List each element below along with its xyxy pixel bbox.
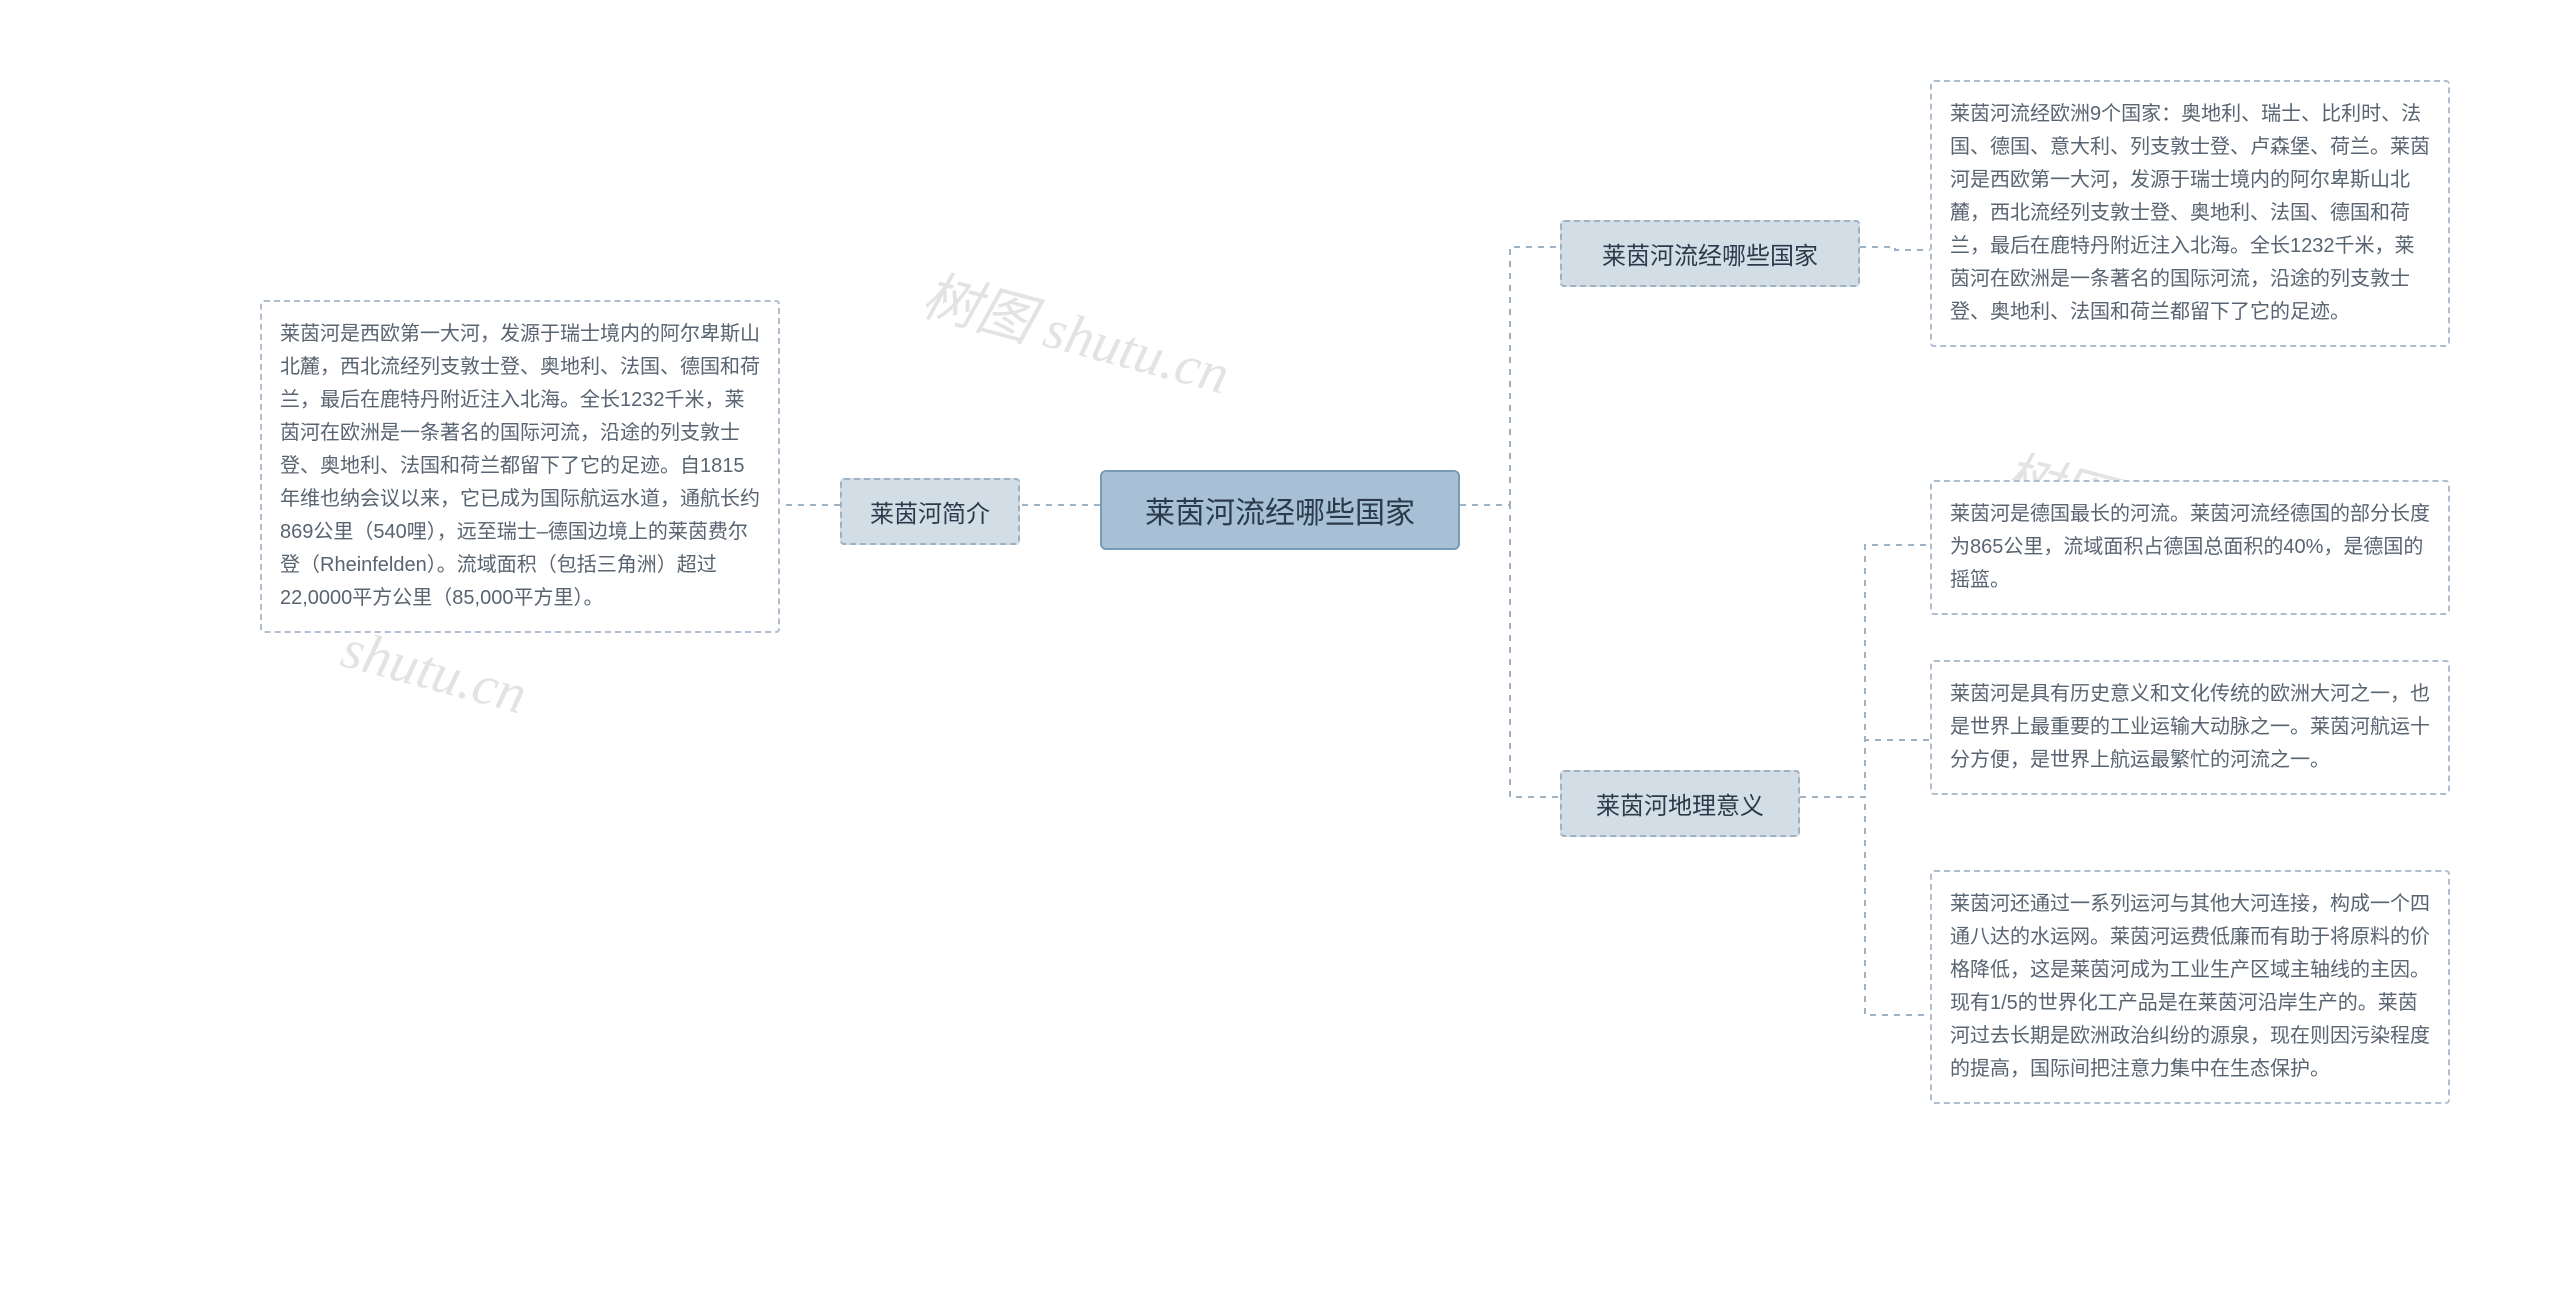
- leaf-geo-text-1: 莱茵河是具有历史意义和文化传统的欧洲大河之一，也是世界上最重要的工业运输大动脉之…: [1930, 660, 2450, 795]
- watermark: shutu.cn: [335, 617, 533, 728]
- branch-countries[interactable]: 莱茵河流经哪些国家: [1560, 220, 1860, 287]
- branch-intro[interactable]: 莱茵河简介: [840, 478, 1020, 545]
- leaf-countries-text: 莱茵河流经欧洲9个国家：奥地利、瑞士、比利时、法国、德国、意大利、列支敦士登、卢…: [1930, 80, 2450, 347]
- leaf-intro-text: 莱茵河是西欧第一大河，发源于瑞士境内的阿尔卑斯山北麓，西北流经列支敦士登、奥地利…: [260, 300, 780, 633]
- leaf-geo-text-2: 莱茵河还通过一系列运河与其他大河连接，构成一个四通八达的水运网。莱茵河运费低廉而…: [1930, 870, 2450, 1104]
- mindmap-root[interactable]: 莱茵河流经哪些国家: [1100, 470, 1460, 550]
- watermark: 树图 shutu.cn: [915, 251, 1239, 411]
- leaf-geo-text-0: 莱茵河是德国最长的河流。莱茵河流经德国的部分长度为865公里，流域面积占德国总面…: [1930, 480, 2450, 615]
- branch-geography[interactable]: 莱茵河地理意义: [1560, 770, 1800, 837]
